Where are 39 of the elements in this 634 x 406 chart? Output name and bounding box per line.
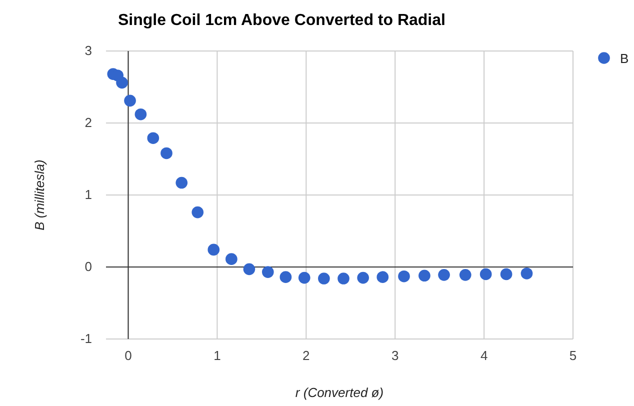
x-axis-title: r (Converted ø) [295, 385, 384, 400]
point [134, 108, 147, 120]
x-tick-label: 5 [569, 348, 577, 364]
x-tick-label: 2 [302, 348, 310, 364]
point [176, 176, 188, 189]
chart-title: Single Coil 1cm Above Converted to Radial [118, 12, 446, 29]
point [480, 268, 492, 280]
point [318, 272, 330, 284]
x-tick-label: 1 [214, 348, 221, 364]
point [226, 253, 238, 265]
x-tick-label: 0 [124, 348, 132, 364]
point [398, 270, 410, 282]
point [520, 268, 533, 280]
point [116, 76, 128, 89]
point [376, 271, 389, 283]
point [280, 271, 292, 283]
point [357, 272, 369, 284]
y-tick-label: 0 [84, 259, 92, 274]
y-tick-label: 1 [84, 187, 92, 202]
point [160, 147, 172, 160]
point [124, 94, 136, 107]
y-tick-label: 3 [84, 43, 92, 58]
y-axis-title: B (millitesla) [32, 160, 47, 230]
point [500, 268, 512, 280]
point [459, 269, 472, 281]
point [298, 272, 310, 284]
point [147, 132, 160, 144]
point [192, 206, 204, 218]
y-tick-label: 2 [84, 115, 92, 130]
point [208, 244, 220, 256]
point [418, 270, 430, 282]
y-tick-label: -1 [80, 331, 92, 346]
point [243, 263, 256, 276]
legend-label: B [620, 51, 629, 66]
point [338, 272, 350, 284]
x-tick-label: 3 [391, 348, 399, 364]
x-tick-label: 4 [480, 348, 488, 364]
point [262, 266, 274, 278]
point [438, 269, 450, 281]
